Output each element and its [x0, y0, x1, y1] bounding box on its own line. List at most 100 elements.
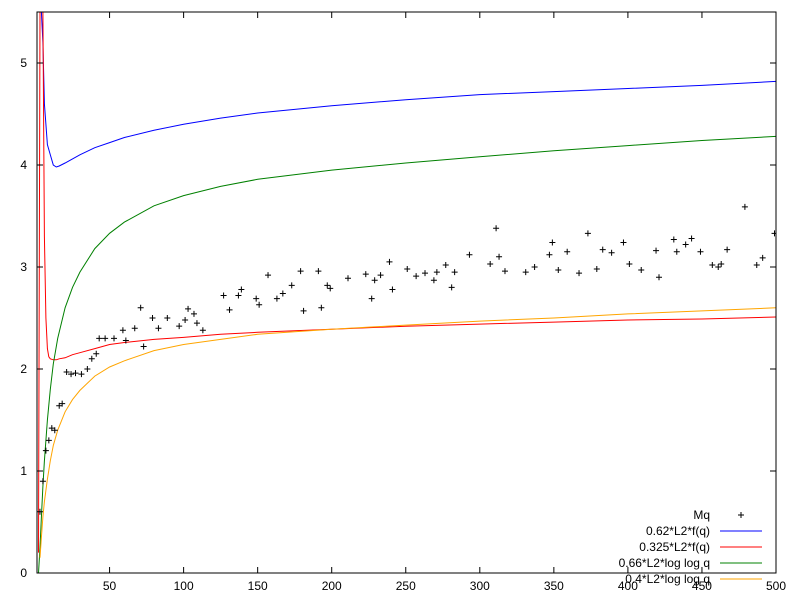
- data-point: [493, 225, 500, 232]
- data-point: [368, 295, 375, 302]
- legend-label: 0.62*L2*f(q): [646, 524, 710, 538]
- data-point: [442, 261, 449, 268]
- legend-marker: [738, 512, 744, 518]
- data-point: [653, 247, 660, 254]
- data-point: [88, 355, 95, 362]
- series-1: [38, 12, 776, 553]
- data-point: [318, 304, 325, 311]
- data-point: [599, 246, 606, 253]
- y-tick-label: 1: [20, 464, 27, 478]
- data-point: [72, 370, 79, 377]
- data-point: [688, 235, 695, 242]
- data-point: [39, 478, 46, 485]
- y-tick-label: 0: [20, 566, 27, 580]
- data-point: [102, 335, 109, 342]
- data-point: [324, 282, 331, 289]
- series-3: [39, 307, 776, 558]
- data-point: [371, 277, 378, 284]
- data-point: [377, 272, 384, 279]
- x-tick-label: 100: [174, 579, 194, 593]
- x-tick-label: 350: [544, 579, 564, 593]
- data-point: [697, 248, 704, 255]
- data-point: [576, 270, 583, 277]
- data-point: [111, 335, 118, 342]
- data-point: [487, 260, 494, 267]
- legend-label: 0.4*L2*log log q: [625, 572, 710, 586]
- data-point: [59, 400, 66, 407]
- data-point: [238, 286, 245, 293]
- data-point: [451, 269, 458, 276]
- data-point: [42, 447, 49, 454]
- series-0: [38, 12, 776, 168]
- data-point: [226, 306, 233, 313]
- legend-label: Mq: [693, 508, 710, 522]
- data-point: [430, 277, 437, 284]
- data-point: [741, 203, 748, 210]
- data-point: [155, 325, 162, 332]
- data-point: [549, 239, 556, 246]
- series-2: [38, 135, 776, 573]
- data-point: [448, 284, 455, 291]
- legend: Mq 0.62*L2*f(q) 0.325*L2*f(q) 0.66*L2*log l…: [619, 508, 762, 586]
- data-point: [220, 292, 227, 299]
- data-point: [718, 260, 725, 267]
- plot-frame: [36, 11, 777, 574]
- data-point: [389, 286, 396, 293]
- data-point: [190, 310, 197, 317]
- data-point: [93, 350, 100, 357]
- series-line: [38, 135, 776, 573]
- data-point: [253, 295, 260, 302]
- x-tick-label: 200: [322, 579, 342, 593]
- data-point: [564, 248, 571, 255]
- data-point: [362, 271, 369, 278]
- series-4: [37, 203, 776, 515]
- data-point: [593, 266, 600, 273]
- data-point: [176, 323, 183, 330]
- data-point: [620, 239, 627, 246]
- data-point: [771, 230, 776, 237]
- data-point: [84, 366, 91, 372]
- data-point: [709, 261, 716, 268]
- y-tick-label: 4: [20, 158, 27, 172]
- data-point: [327, 285, 334, 292]
- data-point: [404, 266, 411, 273]
- data-point: [522, 269, 529, 276]
- data-point: [673, 248, 680, 255]
- data-point: [724, 246, 731, 253]
- y-tick-label: 5: [20, 56, 27, 70]
- data-point: [265, 272, 272, 279]
- data-point: [164, 315, 171, 321]
- data-point: [140, 343, 147, 350]
- data-point: [501, 268, 508, 275]
- legend-label: 0.66*L2*log log q: [619, 556, 710, 570]
- data-point: [496, 253, 503, 260]
- data-point: [193, 320, 200, 327]
- data-point: [137, 304, 144, 311]
- x-tick-label: 250: [396, 579, 416, 593]
- data-point: [131, 325, 138, 332]
- data-point: [63, 369, 70, 376]
- data-point: [433, 269, 440, 276]
- data-point: [185, 305, 192, 312]
- legend-label: 0.325*L2*f(q): [639, 540, 710, 554]
- data-point: [288, 282, 295, 289]
- data-point: [715, 264, 722, 270]
- data-point: [68, 371, 75, 378]
- data-point: [315, 268, 322, 275]
- data-point: [273, 295, 280, 302]
- data-point: [753, 261, 760, 268]
- data-point: [413, 273, 420, 280]
- series-line: [39, 307, 776, 558]
- data-point: [626, 260, 633, 267]
- data-point: [51, 427, 58, 434]
- y-tick-label: 2: [20, 362, 27, 376]
- data-point: [555, 267, 562, 274]
- series-line: [38, 12, 776, 553]
- data-point: [279, 290, 286, 297]
- data-point: [638, 267, 645, 274]
- data-point: [386, 258, 393, 265]
- data-point: [199, 327, 206, 334]
- data-point: [297, 268, 304, 275]
- data-point: [759, 254, 766, 261]
